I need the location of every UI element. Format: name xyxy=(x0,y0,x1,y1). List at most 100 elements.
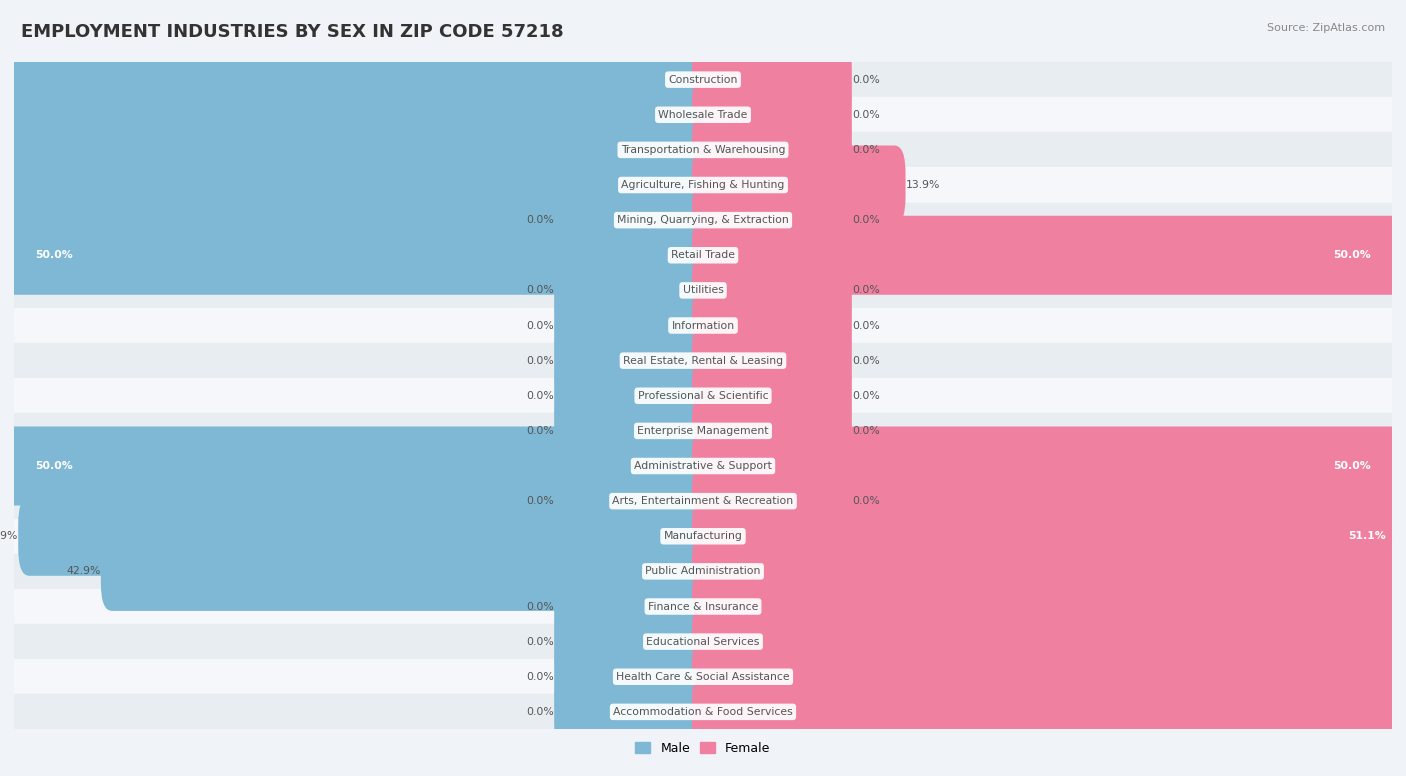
FancyBboxPatch shape xyxy=(692,602,1406,681)
Text: 0.0%: 0.0% xyxy=(526,636,554,646)
Bar xyxy=(14,449,1392,483)
Text: Enterprise Management: Enterprise Management xyxy=(637,426,769,436)
FancyBboxPatch shape xyxy=(554,637,714,716)
Text: 50.0%: 50.0% xyxy=(35,461,73,471)
FancyBboxPatch shape xyxy=(0,40,714,120)
FancyBboxPatch shape xyxy=(554,286,714,365)
FancyBboxPatch shape xyxy=(554,462,714,541)
FancyBboxPatch shape xyxy=(101,532,714,611)
Bar xyxy=(14,273,1392,308)
Text: 0.0%: 0.0% xyxy=(526,707,554,717)
Text: Accommodation & Food Services: Accommodation & Food Services xyxy=(613,707,793,717)
Text: 0.0%: 0.0% xyxy=(852,74,880,85)
Text: Wholesale Trade: Wholesale Trade xyxy=(658,109,748,120)
FancyBboxPatch shape xyxy=(3,216,714,295)
FancyBboxPatch shape xyxy=(692,532,1406,611)
Text: 51.1%: 51.1% xyxy=(1348,532,1386,541)
FancyBboxPatch shape xyxy=(18,497,714,576)
Bar xyxy=(14,518,1392,554)
Bar xyxy=(14,414,1392,449)
FancyBboxPatch shape xyxy=(554,672,714,751)
Text: 0.0%: 0.0% xyxy=(526,426,554,436)
FancyBboxPatch shape xyxy=(692,40,852,120)
Legend: Male, Female: Male, Female xyxy=(630,737,776,760)
Text: Educational Services: Educational Services xyxy=(647,636,759,646)
Bar xyxy=(14,483,1392,518)
Text: Administrative & Support: Administrative & Support xyxy=(634,461,772,471)
Text: Information: Information xyxy=(672,320,734,331)
Text: Source: ZipAtlas.com: Source: ZipAtlas.com xyxy=(1267,23,1385,33)
FancyBboxPatch shape xyxy=(692,427,1403,505)
Text: 0.0%: 0.0% xyxy=(852,109,880,120)
Bar xyxy=(14,378,1392,414)
FancyBboxPatch shape xyxy=(692,462,852,541)
FancyBboxPatch shape xyxy=(692,286,852,365)
FancyBboxPatch shape xyxy=(692,181,852,260)
Text: 0.0%: 0.0% xyxy=(852,320,880,331)
FancyBboxPatch shape xyxy=(692,672,1406,751)
Bar xyxy=(14,343,1392,378)
Text: EMPLOYMENT INDUSTRIES BY SEX IN ZIP CODE 57218: EMPLOYMENT INDUSTRIES BY SEX IN ZIP CODE… xyxy=(21,23,564,41)
Text: Public Administration: Public Administration xyxy=(645,566,761,577)
Text: 50.0%: 50.0% xyxy=(1333,251,1371,260)
Text: Retail Trade: Retail Trade xyxy=(671,251,735,260)
Text: Mining, Quarrying, & Extraction: Mining, Quarrying, & Extraction xyxy=(617,215,789,225)
Text: Finance & Insurance: Finance & Insurance xyxy=(648,601,758,611)
Text: 0.0%: 0.0% xyxy=(526,215,554,225)
FancyBboxPatch shape xyxy=(554,391,714,470)
FancyBboxPatch shape xyxy=(3,427,714,505)
Text: 0.0%: 0.0% xyxy=(852,391,880,400)
Text: Professional & Scientific: Professional & Scientific xyxy=(638,391,768,400)
Text: Construction: Construction xyxy=(668,74,738,85)
FancyBboxPatch shape xyxy=(554,602,714,681)
Bar xyxy=(14,695,1392,729)
FancyBboxPatch shape xyxy=(692,216,1403,295)
Text: 0.0%: 0.0% xyxy=(526,672,554,682)
Text: 0.0%: 0.0% xyxy=(852,496,880,506)
Text: 0.0%: 0.0% xyxy=(852,145,880,155)
FancyBboxPatch shape xyxy=(692,637,1406,716)
Text: 0.0%: 0.0% xyxy=(526,601,554,611)
Bar xyxy=(14,203,1392,237)
Text: 50.0%: 50.0% xyxy=(1333,461,1371,471)
FancyBboxPatch shape xyxy=(692,75,852,154)
FancyBboxPatch shape xyxy=(692,251,852,330)
Text: 0.0%: 0.0% xyxy=(852,215,880,225)
Text: 0.0%: 0.0% xyxy=(852,426,880,436)
Text: 50.0%: 50.0% xyxy=(35,251,73,260)
Text: Transportation & Warehousing: Transportation & Warehousing xyxy=(621,145,785,155)
Text: 42.9%: 42.9% xyxy=(66,566,101,577)
Bar xyxy=(14,624,1392,659)
FancyBboxPatch shape xyxy=(554,567,714,646)
FancyBboxPatch shape xyxy=(0,110,714,189)
Bar xyxy=(14,237,1392,273)
FancyBboxPatch shape xyxy=(692,567,1406,646)
Bar xyxy=(14,554,1392,589)
FancyBboxPatch shape xyxy=(692,356,852,435)
Text: Health Care & Social Assistance: Health Care & Social Assistance xyxy=(616,672,790,682)
Text: 0.0%: 0.0% xyxy=(526,320,554,331)
Text: 0.0%: 0.0% xyxy=(526,286,554,296)
Bar xyxy=(14,133,1392,168)
Text: 0.0%: 0.0% xyxy=(526,355,554,365)
Text: Agriculture, Fishing & Hunting: Agriculture, Fishing & Hunting xyxy=(621,180,785,190)
FancyBboxPatch shape xyxy=(554,356,714,435)
Bar xyxy=(14,659,1392,695)
FancyBboxPatch shape xyxy=(692,497,1406,576)
Text: Utilities: Utilities xyxy=(682,286,724,296)
Text: Real Estate, Rental & Leasing: Real Estate, Rental & Leasing xyxy=(623,355,783,365)
FancyBboxPatch shape xyxy=(0,75,714,154)
FancyBboxPatch shape xyxy=(0,146,714,224)
Bar xyxy=(14,168,1392,203)
FancyBboxPatch shape xyxy=(554,321,714,400)
FancyBboxPatch shape xyxy=(554,181,714,260)
Bar xyxy=(14,97,1392,133)
Text: 48.9%: 48.9% xyxy=(0,532,18,541)
Text: 0.0%: 0.0% xyxy=(852,355,880,365)
FancyBboxPatch shape xyxy=(692,391,852,470)
Bar xyxy=(14,308,1392,343)
Text: 0.0%: 0.0% xyxy=(852,286,880,296)
Bar xyxy=(14,62,1392,97)
Text: Manufacturing: Manufacturing xyxy=(664,532,742,541)
Text: Arts, Entertainment & Recreation: Arts, Entertainment & Recreation xyxy=(613,496,793,506)
